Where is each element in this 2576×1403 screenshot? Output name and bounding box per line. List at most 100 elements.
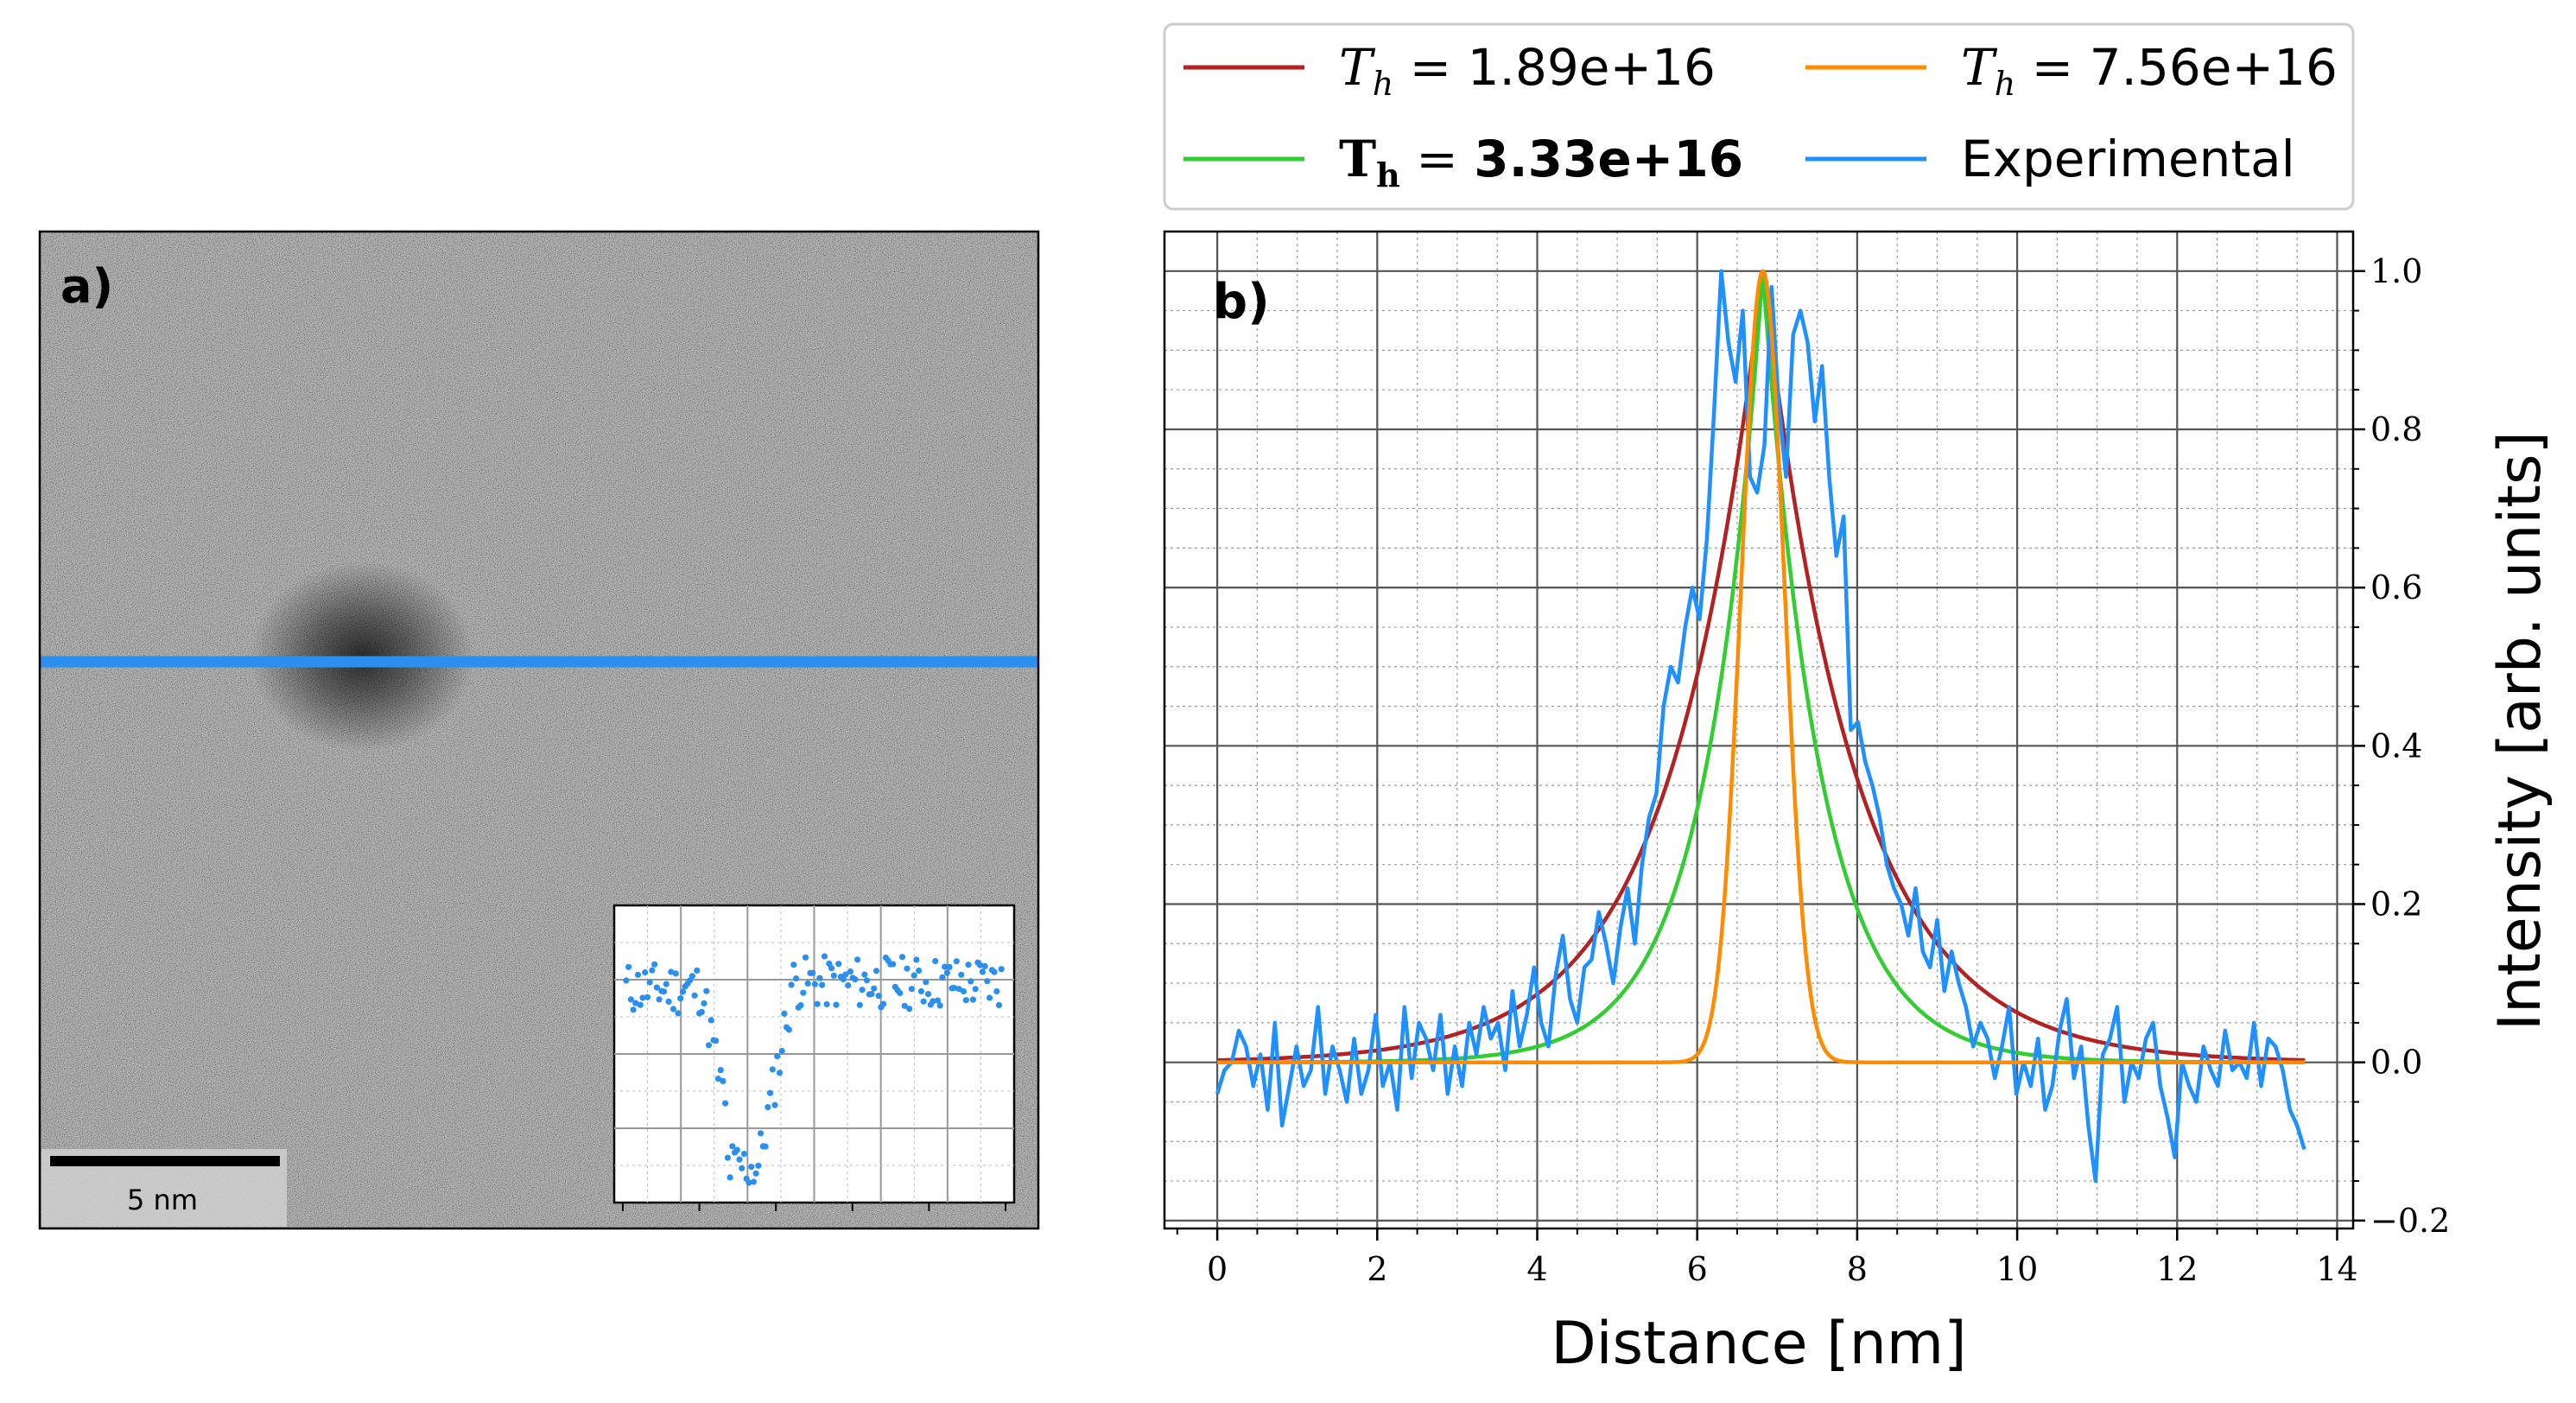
inset-point bbox=[901, 1002, 908, 1009]
x-tick-label: 12 bbox=[2156, 1250, 2198, 1288]
inset-point bbox=[802, 954, 809, 961]
panel-b-chart: 0 2 4 6 8 10 12 14 −0.2 0.0 0.2 0.4 0.6 0.8 1.0 b) Dis… bbox=[1163, 22, 2554, 1378]
inset-point bbox=[984, 978, 991, 985]
scale-bar-label: 5 nm bbox=[127, 1184, 198, 1216]
inset-point bbox=[962, 997, 969, 1004]
inset-point bbox=[788, 981, 795, 988]
series-line-2 bbox=[1216, 269, 2306, 1064]
inset-point bbox=[917, 987, 924, 995]
inset-point bbox=[987, 994, 993, 1001]
y-tick-label: 0.6 bbox=[2370, 568, 2422, 606]
inset-point bbox=[930, 998, 936, 1005]
x-tick-label: 8 bbox=[1847, 1250, 1868, 1288]
inset-point bbox=[765, 1104, 771, 1111]
inset-point bbox=[991, 968, 998, 975]
inset-point bbox=[804, 980, 811, 987]
inset-point bbox=[703, 987, 710, 994]
inset-point bbox=[953, 958, 960, 965]
scale-bar-line bbox=[50, 1156, 280, 1166]
inset-point bbox=[923, 979, 930, 986]
inset-point bbox=[916, 967, 923, 974]
inset-point bbox=[722, 1100, 729, 1107]
series-group bbox=[1215, 269, 2306, 1184]
x-tick-label: 2 bbox=[1367, 1250, 1387, 1288]
inset-point bbox=[766, 1089, 774, 1096]
inset-point bbox=[898, 954, 906, 961]
inset-point bbox=[830, 972, 837, 979]
inset-point bbox=[755, 1162, 762, 1169]
inset-point bbox=[880, 1000, 887, 1007]
inset-point bbox=[981, 962, 988, 969]
inset-point bbox=[679, 988, 687, 995]
inset-point bbox=[776, 1070, 784, 1076]
inset-point bbox=[668, 968, 675, 975]
inset-point bbox=[856, 1001, 863, 1008]
inset-point bbox=[663, 981, 669, 987]
inset-point bbox=[672, 970, 679, 977]
inset-point bbox=[774, 1053, 781, 1060]
inset-point bbox=[642, 969, 649, 976]
panel-a-frame bbox=[38, 230, 1040, 1230]
inset-point bbox=[758, 1130, 765, 1137]
legend-label-1: Th = 3.33e+16 bbox=[1339, 130, 1743, 194]
inset-point bbox=[790, 962, 797, 968]
legend-box bbox=[1163, 22, 2355, 211]
inset-point bbox=[625, 963, 632, 970]
inset-point bbox=[823, 1000, 830, 1008]
x-tick-label: 10 bbox=[1996, 1250, 2038, 1288]
inset-point bbox=[656, 996, 663, 1003]
inset-point bbox=[811, 981, 819, 987]
inset-point bbox=[713, 1038, 720, 1044]
inset-point bbox=[826, 960, 833, 967]
inset-point bbox=[958, 971, 965, 978]
inset-point bbox=[733, 1146, 740, 1153]
inset-point bbox=[906, 1006, 913, 1013]
inset-point bbox=[797, 1002, 804, 1009]
inset-point bbox=[840, 975, 847, 983]
inset-point bbox=[960, 987, 968, 995]
inset-point bbox=[809, 969, 816, 976]
inset-point bbox=[688, 973, 696, 980]
inset-point bbox=[847, 968, 854, 975]
inset-point bbox=[724, 1154, 732, 1161]
inset-point bbox=[639, 994, 646, 1001]
inset-point bbox=[910, 972, 917, 979]
inset-point bbox=[875, 993, 882, 1000]
inset-point bbox=[854, 956, 861, 963]
y-tick-label: 1.0 bbox=[2370, 252, 2422, 290]
inset-point bbox=[890, 961, 897, 968]
inset-point bbox=[778, 1047, 785, 1055]
inset-point bbox=[707, 1017, 714, 1024]
inset-point bbox=[968, 978, 974, 985]
inset-point bbox=[632, 1000, 639, 1006]
inset-point bbox=[646, 979, 653, 986]
inset-point bbox=[897, 989, 904, 997]
inset-point bbox=[781, 1010, 788, 1017]
inset-point bbox=[785, 1026, 793, 1033]
inset-point bbox=[665, 998, 672, 1005]
scale-bar: 5 nm bbox=[41, 1149, 287, 1227]
inset-point bbox=[746, 1179, 752, 1186]
inset-point bbox=[729, 1143, 736, 1150]
ticks: 0 2 4 6 8 10 12 14 −0.2 0.0 0.2 0.4 0.6 0.8 1.0 bbox=[1176, 252, 2450, 1288]
inset-point bbox=[714, 1076, 722, 1082]
panel-a-inset bbox=[612, 904, 1016, 1211]
inset-point bbox=[835, 961, 842, 968]
inset-point bbox=[661, 988, 668, 995]
x-tick-label: 6 bbox=[1687, 1250, 1708, 1288]
inset-point bbox=[634, 971, 642, 978]
inset-point bbox=[740, 1151, 748, 1158]
inset-points bbox=[623, 953, 1005, 1186]
inset-point bbox=[644, 994, 651, 1000]
legend: Th = 1.89e+16 Th = 3.33e+16 Th = 7.56e+16 E… bbox=[1163, 22, 2355, 211]
inset-point bbox=[872, 968, 880, 974]
inset-point bbox=[932, 957, 939, 965]
inset-point bbox=[998, 966, 1005, 973]
inset-point bbox=[793, 975, 800, 982]
inset-point bbox=[942, 963, 949, 970]
panel-b-label: b) bbox=[1213, 274, 1270, 330]
inset-point bbox=[821, 953, 828, 960]
inset-point bbox=[750, 1178, 758, 1185]
y-tick-label: 0.4 bbox=[2370, 727, 2422, 765]
